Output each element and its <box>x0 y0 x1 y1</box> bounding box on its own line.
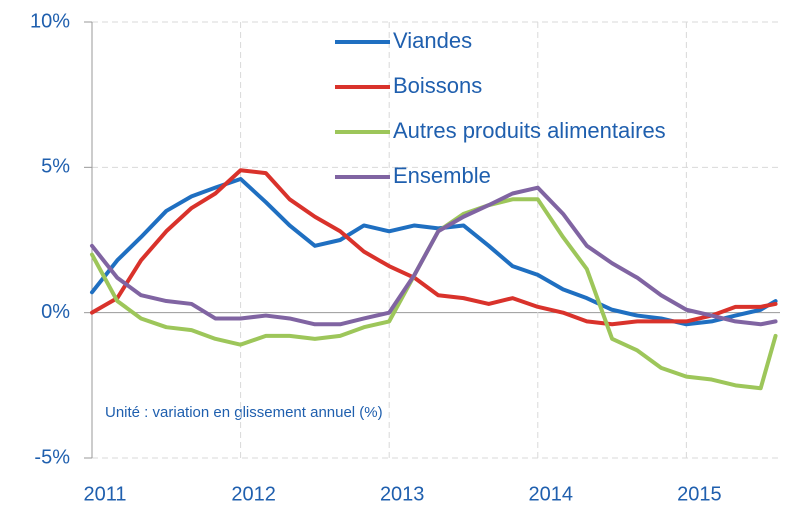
series-line <box>90 185 778 327</box>
legend-label: Autres produits alimentaires <box>393 118 666 143</box>
legend-label: Viandes <box>393 28 472 53</box>
legend-label: Ensemble <box>393 163 491 188</box>
x-tick-label: 2014 <box>529 483 574 505</box>
y-tick-label: -5% <box>34 446 70 468</box>
y-tick-label: 5% <box>41 156 70 178</box>
x-tick-label: 2012 <box>231 483 276 505</box>
series-line <box>90 168 778 327</box>
annotation: Unité : variation en glissement annuel (… <box>105 404 383 421</box>
legend-label: Boissons <box>393 73 482 98</box>
x-tick-label: 2015 <box>677 483 722 505</box>
y-tick-label: 0% <box>41 301 70 323</box>
y-tick-label: 10% <box>30 10 70 32</box>
x-tick-label: 2013 <box>380 483 425 505</box>
x-tick-label: 2011 <box>83 483 126 505</box>
